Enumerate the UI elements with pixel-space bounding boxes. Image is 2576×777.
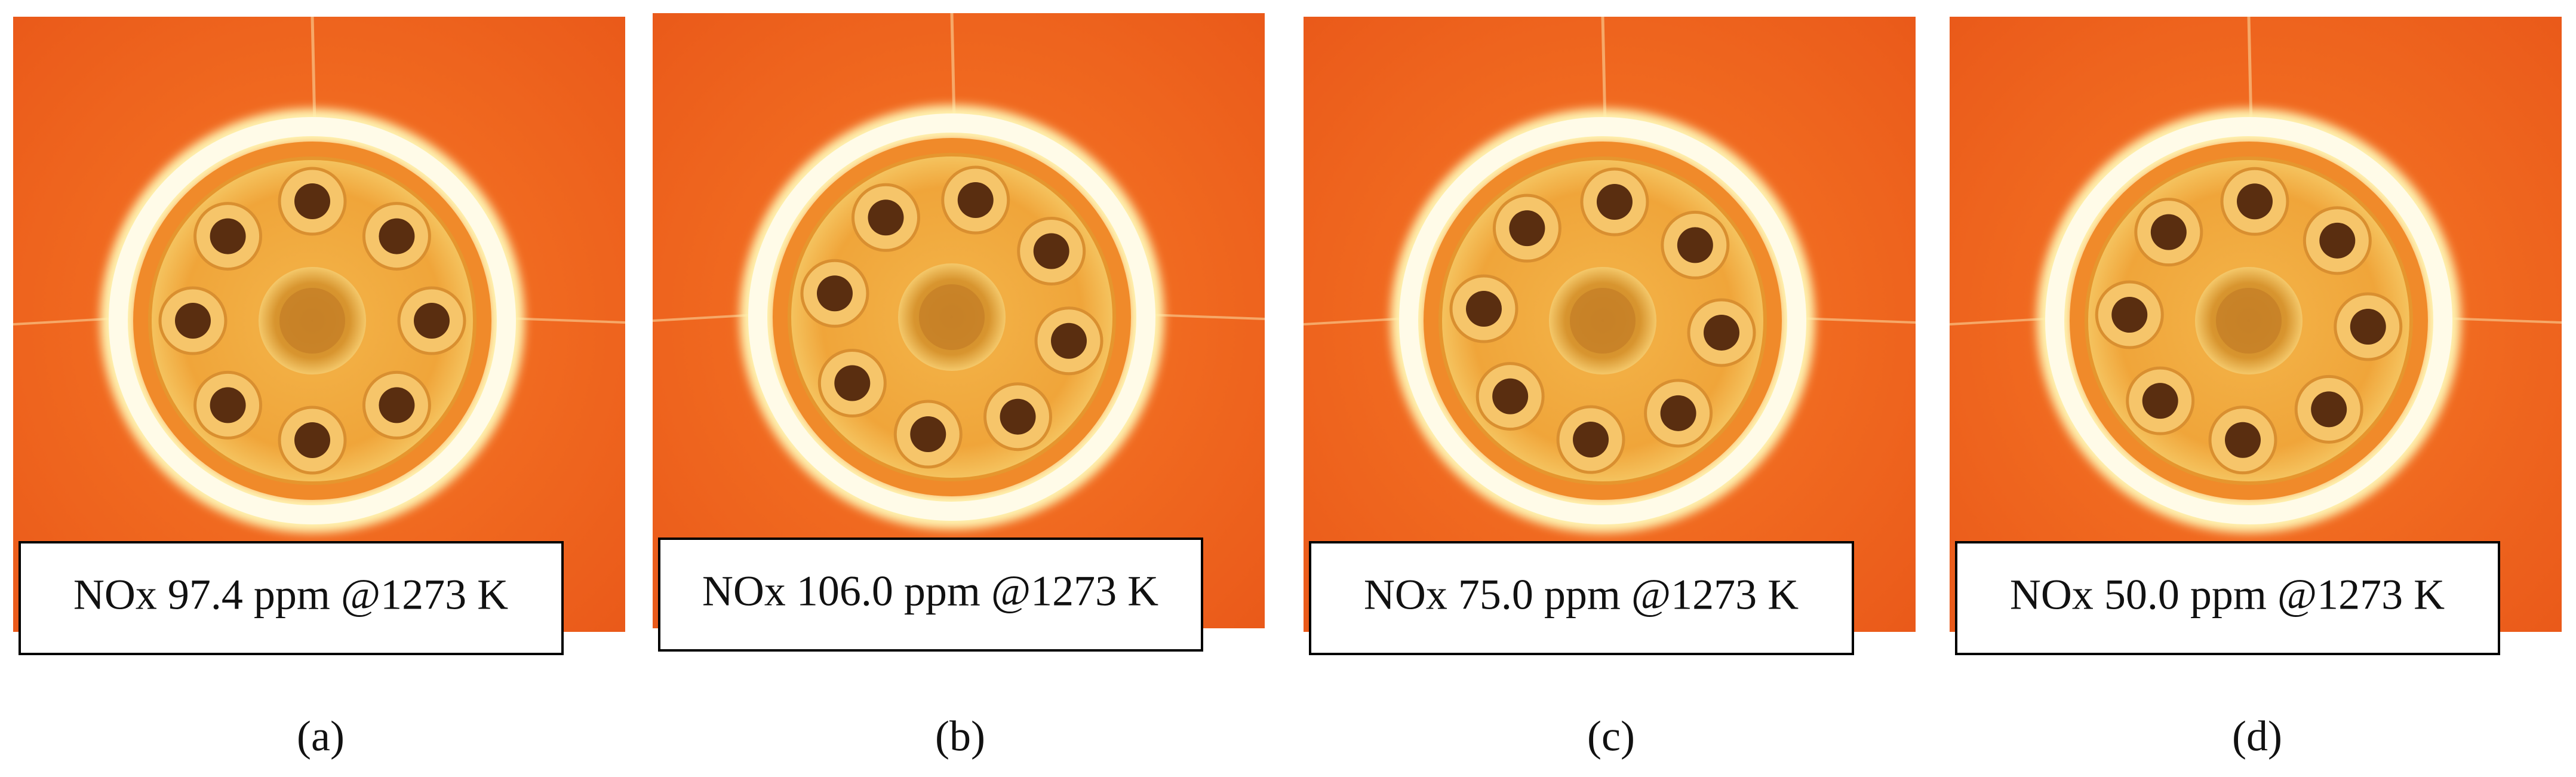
hub-center: [919, 284, 985, 350]
label: NOx 75.0 ppm @1273 K: [1364, 571, 1799, 619]
ring: [1399, 117, 1806, 524]
hole: [414, 303, 450, 339]
label-box: [19, 541, 564, 655]
crack: [1799, 317, 1916, 324]
hole: [1573, 422, 1609, 458]
hole: [1051, 323, 1087, 359]
hole: [2142, 383, 2178, 419]
hole: [2111, 297, 2148, 333]
hole: [210, 218, 246, 254]
crack: [1148, 314, 1265, 320]
hole: [910, 416, 946, 453]
hub-center: [279, 288, 345, 354]
crack: [1949, 317, 2055, 325]
hole: [1660, 395, 1696, 431]
hub-center: [2216, 288, 2282, 354]
crack: [311, 16, 316, 125]
hole: [1677, 227, 1713, 263]
crack: [1303, 317, 1409, 325]
hole: [1509, 210, 1545, 247]
hole: [2350, 308, 2386, 345]
hole: [1000, 398, 1036, 435]
ring: [748, 113, 1155, 521]
caption: (c): [1587, 712, 1635, 760]
label-box: [658, 538, 1203, 652]
hole: [2319, 222, 2356, 259]
panel: NOx 97.4 ppm @1273 K: [13, 16, 626, 655]
hole: [2236, 183, 2273, 220]
ring: [2045, 117, 2452, 524]
hole: [1704, 314, 1740, 351]
label: NOx 50.0 ppm @1273 K: [2010, 571, 2445, 619]
hole: [1033, 233, 1069, 269]
label: NOx 97.4 ppm @1273 K: [73, 571, 508, 619]
panel: NOx 75.0 ppm @1273 K: [1303, 16, 1916, 655]
hole: [816, 275, 853, 312]
label: NOx 106.0 ppm @1273 K: [702, 567, 1158, 615]
label-box: [1955, 541, 2500, 655]
crack: [2247, 16, 2253, 125]
hole: [868, 199, 904, 236]
caption: (d): [2232, 712, 2282, 760]
hole: [379, 218, 415, 254]
hole: [294, 183, 330, 219]
hole: [957, 182, 994, 218]
panel: NOx 50.0 ppm @1273 K: [1949, 16, 2562, 655]
hole: [294, 422, 330, 458]
ring: [109, 117, 516, 524]
hub-center: [1570, 288, 1636, 354]
crack: [1601, 16, 1607, 125]
hole: [834, 365, 871, 401]
hole: [1492, 378, 1529, 414]
crack: [2445, 317, 2562, 324]
hole: [210, 387, 246, 423]
hole: [1465, 291, 1502, 327]
crack: [652, 314, 758, 322]
label-box: [1309, 541, 1854, 655]
hole: [1596, 183, 1633, 220]
caption: (a): [297, 712, 345, 760]
hole: [2150, 214, 2187, 250]
hole: [379, 387, 415, 423]
hole: [2225, 422, 2261, 458]
crack: [13, 317, 118, 325]
crack: [508, 317, 626, 324]
hole: [2311, 391, 2347, 428]
crack: [950, 13, 956, 121]
hole: [175, 303, 211, 339]
caption: (b): [935, 712, 985, 760]
panel: NOx 106.0 ppm @1273 K: [652, 13, 1265, 652]
